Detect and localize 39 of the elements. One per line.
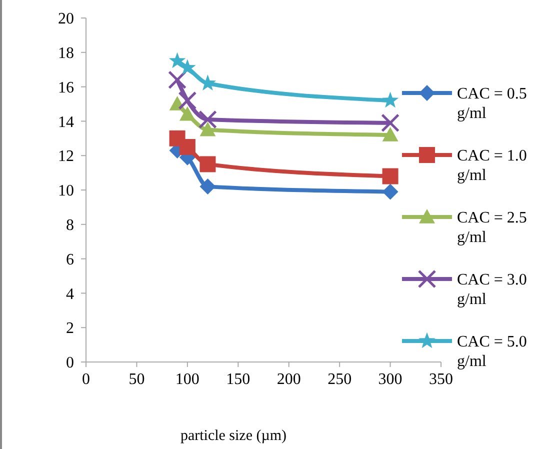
point: [200, 122, 216, 136]
y-tick-label: 18: [58, 45, 74, 62]
point: [382, 184, 398, 200]
y-tick-label: 12: [58, 148, 74, 166]
x-tick-label: 300: [378, 371, 402, 388]
legend-label: CAC = 1.0 g/ml: [457, 148, 527, 184]
legend-label: CAC = 5.0 g/ml: [457, 334, 527, 370]
y-tick-label: 6: [66, 251, 74, 268]
point: [179, 139, 196, 155]
x-tick-label: 100: [175, 371, 200, 388]
x-tick-label: 200: [276, 371, 301, 388]
legend-label: CAC = 3.0 g/ml: [457, 272, 527, 308]
legend-label: CAC = 2.5 g/ml: [457, 210, 527, 246]
point: [382, 168, 398, 184]
x-axis-title: particle size (µm): [180, 428, 287, 444]
x-tick-label: 150: [226, 371, 250, 388]
point: [198, 110, 217, 129]
point: [200, 178, 216, 195]
x-tick-label: 350: [429, 371, 453, 388]
y-tick-label: 8: [66, 217, 74, 234]
x-tick-label: 0: [82, 371, 90, 388]
y-tick-label: 20: [58, 10, 74, 28]
point: [200, 156, 216, 172]
y-tick-label: 14: [58, 114, 74, 131]
y-tick-label: 16: [58, 79, 74, 96]
point: [382, 92, 399, 108]
point: [179, 106, 196, 121]
point: [382, 126, 398, 142]
x-tick-label: 250: [328, 371, 352, 388]
point: [381, 114, 400, 132]
point: [178, 91, 197, 110]
y-tick-label: 2: [66, 320, 74, 338]
legend-label: CAC = 0.5 g/ml: [457, 86, 527, 122]
y-tick-label: 0: [66, 354, 74, 372]
y-tick-label: 4: [66, 286, 74, 303]
x-tick-label: 50: [128, 371, 145, 388]
point: [168, 70, 187, 90]
y-tick-label: 10: [58, 182, 74, 200]
point: [168, 52, 186, 68]
